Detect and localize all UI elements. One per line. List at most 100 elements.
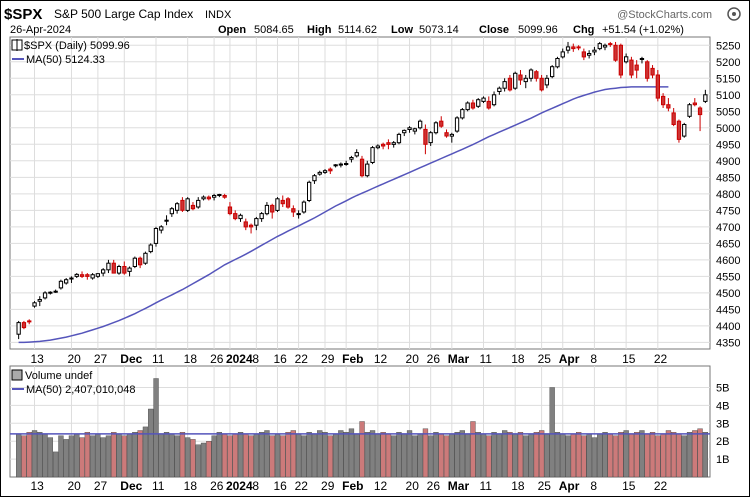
date-tick-label: 2024 [226, 479, 253, 493]
volume-bar [16, 433, 22, 478]
candle [349, 155, 354, 163]
candle [671, 107, 676, 127]
candle-body [528, 69, 534, 79]
volume-bar [327, 435, 333, 478]
candle-body [312, 175, 317, 182]
volume-bar [443, 435, 450, 478]
candle [259, 211, 264, 222]
volume-bar [470, 421, 476, 478]
candle [238, 213, 243, 222]
candle [550, 65, 555, 79]
date-tick-label: 26 [210, 479, 224, 493]
candle-body [169, 208, 174, 215]
volume-bar [264, 430, 270, 478]
date-tick-label: 26 [427, 352, 441, 366]
volume-bar [475, 432, 481, 478]
date-tick-label: 15 [622, 479, 636, 493]
volume-bar [68, 435, 75, 478]
date-tick-label: 26 [210, 352, 224, 366]
volume-bar [253, 433, 259, 478]
volume-bar [380, 432, 386, 478]
volume-bar [602, 432, 608, 478]
volume-bar [248, 435, 254, 478]
candle [386, 139, 391, 150]
candle-body [359, 158, 365, 177]
candle-body [37, 299, 42, 302]
candle [418, 119, 423, 130]
candle [555, 56, 560, 69]
volume-bar [554, 432, 561, 478]
candle-body [645, 61, 650, 79]
date-tick-label: 22 [295, 352, 309, 366]
candle-body [697, 107, 703, 116]
price-tick-label: 4800 [716, 189, 740, 201]
candle-body [328, 168, 333, 172]
volume-bar [623, 430, 629, 478]
volume-bar [311, 433, 318, 478]
candle [444, 129, 449, 138]
volume-date-axis: 13 20 27 Dec 11 18 26 2024 8 16 22 29 Feb 12 20 26 Mar 11… [30, 479, 667, 493]
volume-bar [37, 432, 43, 478]
volume-bar [306, 432, 312, 478]
candle-body [90, 274, 95, 279]
candle-body [444, 132, 449, 137]
candle [201, 195, 206, 201]
volume-bar [639, 430, 645, 478]
candle-body [206, 196, 211, 200]
volume-bar [597, 433, 603, 478]
candle [565, 41, 571, 54]
volume-legend: Volume undef MA(50) 2,407,010,048 [11, 369, 135, 396]
candle [122, 261, 127, 275]
volume-bar [644, 433, 650, 478]
candle [270, 203, 275, 219]
candle [697, 106, 703, 132]
candle [645, 60, 650, 82]
candle-body [666, 104, 671, 109]
candle [190, 202, 196, 211]
volume-bar [628, 433, 635, 478]
volume-bar [697, 428, 703, 478]
volume-bar [126, 433, 133, 478]
candle [27, 319, 32, 325]
candle-body [687, 104, 692, 117]
date-tick-label: 29 [321, 479, 335, 493]
volume-bar [396, 432, 402, 478]
settings-icon[interactable] [727, 7, 741, 21]
price-axis-labels: 4350 4400 4450 4500 4550 4600 4650 4700 4750 4800… [716, 40, 740, 349]
candle [79, 271, 85, 279]
candle-body [16, 322, 21, 335]
candle-body [423, 128, 428, 145]
price-tick-label: 4850 [716, 172, 740, 184]
candle-body [275, 198, 280, 211]
symbol-label: $SPX [4, 6, 42, 23]
date-tick-label: 12 [374, 352, 388, 366]
date-tick-label: Apr [559, 479, 580, 493]
date-tick-label: 11 [152, 479, 165, 493]
candle-body [412, 128, 418, 132]
candle-body [386, 142, 391, 145]
candle [333, 164, 338, 168]
candle-body [296, 213, 301, 216]
candle [476, 98, 481, 108]
volume-bar [586, 433, 592, 478]
candle-body [148, 244, 153, 253]
volume-bar [502, 430, 508, 478]
candle-body [581, 51, 587, 58]
volume-bar [539, 430, 545, 478]
volume-bar [111, 432, 117, 478]
price-tick-label: 4450 [716, 304, 740, 316]
candle-body [159, 226, 164, 231]
candle-body [153, 228, 159, 244]
candle-body [301, 201, 307, 213]
candle-body [79, 274, 85, 277]
candle [692, 98, 698, 107]
candle [153, 226, 159, 247]
date-tick-label: 26 [427, 479, 441, 493]
candle-body [285, 198, 291, 208]
price-tick-label: 5000 [716, 123, 740, 135]
candle-body [85, 274, 90, 277]
volume-bar [343, 432, 349, 478]
volume-bar [58, 435, 64, 478]
date-tick-label: 22 [654, 479, 668, 493]
candle [159, 225, 164, 234]
